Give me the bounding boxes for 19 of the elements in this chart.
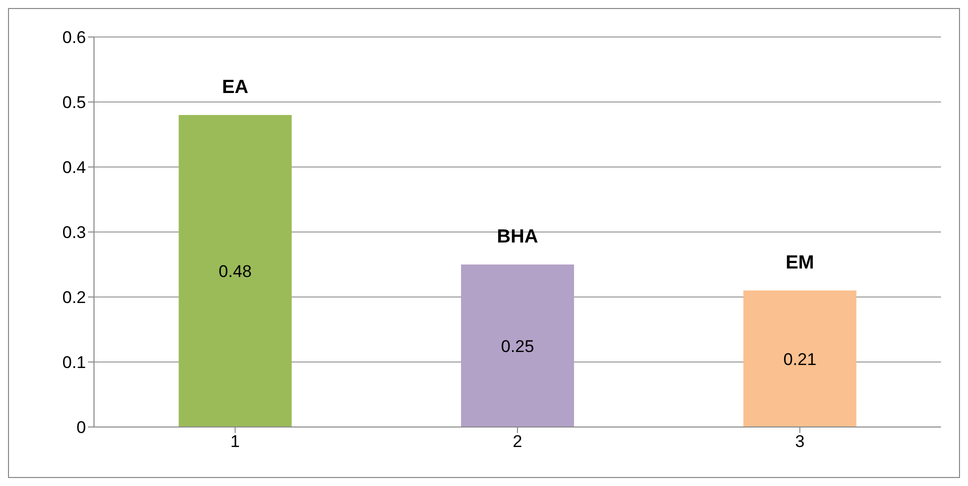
y-tick-label: 0 [76, 418, 86, 438]
x-tick-label: 1 [230, 432, 240, 452]
bar [178, 115, 292, 427]
data-label: 0.21 [783, 350, 816, 369]
y-tick-label: 0.5 [62, 93, 86, 112]
data-label: 0.48 [218, 262, 252, 282]
y-tick-label: 0.2 [62, 288, 86, 308]
x-tick-label: 3 [795, 432, 805, 452]
bar [743, 290, 856, 427]
annotation: EA [222, 77, 249, 98]
y-tick-label: 0.4 [62, 158, 86, 178]
y-tick-label: 0.3 [62, 223, 86, 242]
data-label: 0.25 [500, 336, 534, 356]
annotation: BHA [496, 226, 538, 248]
x-tick-label: 2 [512, 432, 522, 452]
bar [461, 264, 574, 427]
annotation: EM [786, 252, 814, 274]
y-tick-label: 0.6 [62, 28, 86, 48]
y-tick-label: 0.1 [62, 353, 86, 372]
